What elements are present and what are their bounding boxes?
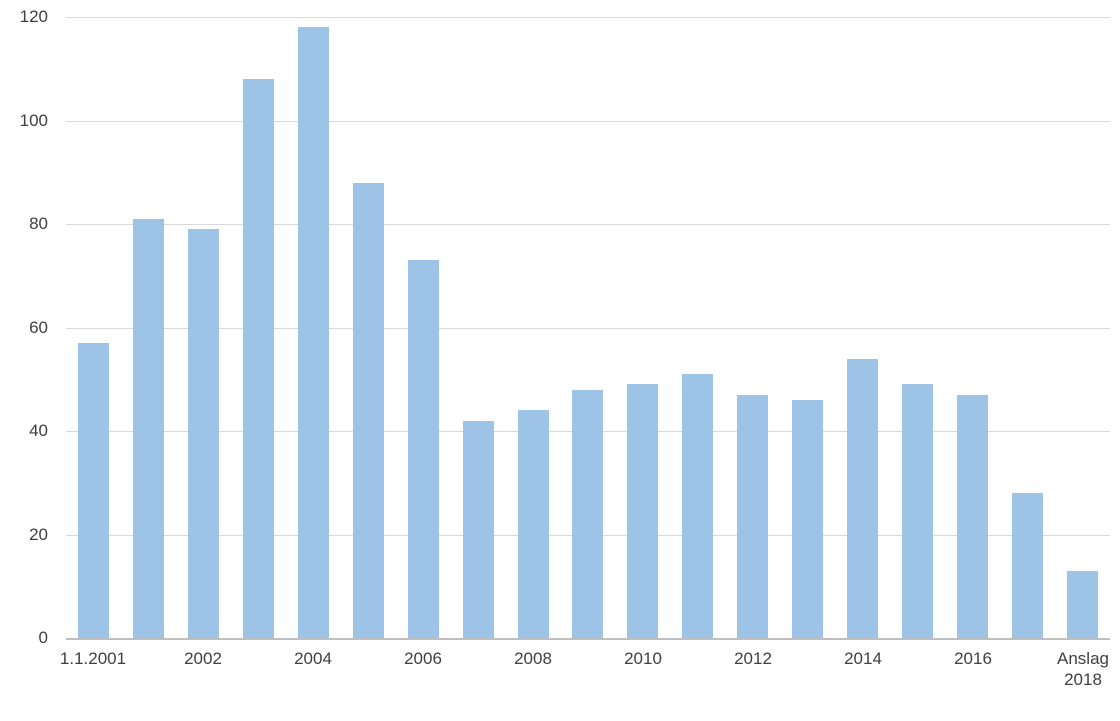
x-axis-tick-label: 2012 (734, 649, 772, 668)
bar (463, 421, 494, 638)
y-axis-tick-label: 120 (19, 7, 48, 26)
x-axis-tick-label: Anslag 2018 (1057, 649, 1109, 689)
x-axis-tick-label: 2004 (294, 649, 332, 668)
x-axis-tick-label: 2010 (624, 649, 662, 668)
x-axis-tick-label: 2008 (514, 649, 552, 668)
gridline (66, 224, 1110, 225)
gridline (66, 327, 1110, 329)
bar (902, 384, 933, 638)
x-axis-tick-label: 2016 (954, 649, 992, 668)
bar (572, 390, 603, 638)
bar (682, 374, 713, 638)
gridline (66, 120, 1110, 122)
y-axis-tick-label: 80 (29, 214, 48, 233)
bar (737, 395, 768, 638)
gridline (66, 17, 1110, 18)
y-axis-tick-label: 0 (38, 628, 48, 647)
plot-area (66, 17, 1110, 640)
bar (188, 229, 219, 638)
bar (957, 395, 988, 638)
bar (353, 183, 384, 638)
y-axis-tick-label: 40 (29, 421, 48, 440)
bar (243, 79, 274, 638)
bar (298, 27, 329, 638)
x-axis-tick-label: 2002 (184, 649, 222, 668)
bar (518, 410, 549, 638)
y-axis-tick-label: 60 (29, 318, 48, 337)
bar (78, 343, 109, 638)
x-axis-tick-label: 2006 (404, 649, 442, 668)
bar (1012, 493, 1043, 638)
bar (408, 260, 439, 638)
bar (627, 384, 658, 638)
bar (847, 359, 878, 638)
x-axis-tick-label: 2014 (844, 649, 882, 668)
bar (792, 400, 823, 638)
y-axis-tick-label: 20 (29, 525, 48, 544)
x-axis-tick-label: 1.1.2001 (59, 649, 127, 668)
y-axis-tick-label: 100 (19, 111, 48, 130)
bar (1067, 571, 1098, 638)
bar (133, 219, 164, 638)
